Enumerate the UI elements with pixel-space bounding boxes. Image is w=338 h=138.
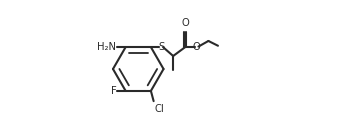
Text: O: O [193, 42, 201, 52]
Text: S: S [158, 42, 164, 52]
Text: H₂N: H₂N [97, 42, 117, 52]
Text: O: O [181, 18, 189, 28]
Text: Cl: Cl [154, 104, 164, 114]
Text: F: F [111, 86, 117, 96]
